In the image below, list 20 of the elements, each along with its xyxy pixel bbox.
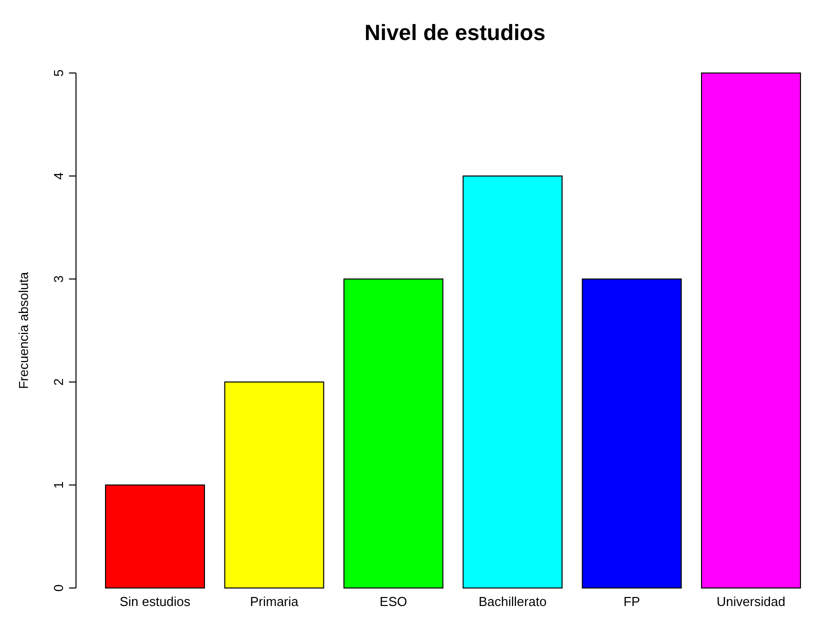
y-tick-label: 0 <box>51 584 66 592</box>
y-tick-label: 5 <box>51 69 66 77</box>
bar <box>582 278 682 588</box>
bar <box>105 484 205 588</box>
y-tick-label: 4 <box>51 172 66 180</box>
y-axis-title: Frecuencia absoluta <box>16 271 31 390</box>
x-tick-label: Primaria <box>250 594 300 609</box>
y-tick-label: 1 <box>51 481 66 489</box>
x-tick-label: Bachillerato <box>478 594 547 609</box>
chart-title: Nivel de estudios <box>364 20 546 45</box>
y-tick-label: 3 <box>51 275 66 283</box>
bar <box>462 176 563 588</box>
x-tick-label: FP <box>623 594 640 609</box>
bar <box>343 278 444 588</box>
bar <box>701 72 801 588</box>
x-tick-label: ESO <box>380 594 408 609</box>
bar <box>224 382 324 588</box>
x-tick-label: Sin estudios <box>120 594 191 609</box>
x-tick-label: Universidad <box>716 594 786 609</box>
y-tick-label: 2 <box>51 378 66 386</box>
